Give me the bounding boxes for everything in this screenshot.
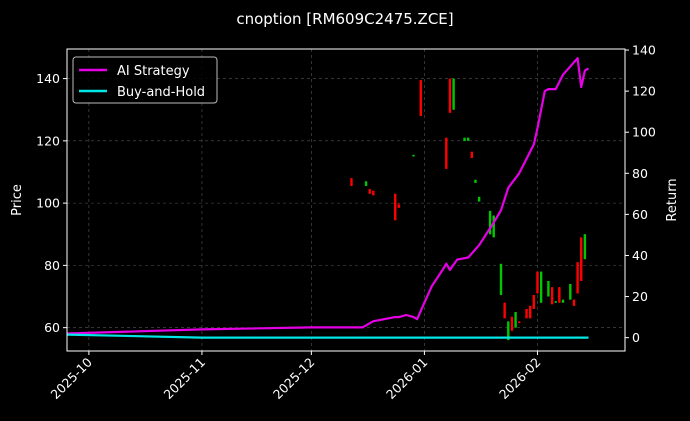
candle-body-6 <box>412 154 415 157</box>
y-right-tick-label-0: 0 <box>632 330 640 345</box>
candle-body-5 <box>397 204 401 208</box>
candle-body-7 <box>419 80 422 116</box>
chart-title: cnoption [RM609C2475.ZCE] <box>236 10 453 28</box>
legend-box <box>72 56 218 104</box>
x-tick-label-2: 2025-12 <box>270 355 318 403</box>
y-right-tick-label-7: 140 <box>632 43 656 58</box>
y-right-tick-label-3: 60 <box>632 207 648 222</box>
y-left-tick-label-3: 120 <box>36 133 60 148</box>
candle-body-19 <box>503 302 506 319</box>
candle-body-36 <box>576 262 579 294</box>
x-tick-label-0: 2025-10 <box>47 354 95 402</box>
candle-body-39 <box>583 234 587 260</box>
candle-body-13 <box>470 151 474 158</box>
candle-body-26 <box>532 294 536 309</box>
candle-body-9 <box>448 78 452 113</box>
ai-strategy-line <box>66 57 590 335</box>
candle-body-27 <box>536 271 539 294</box>
candle-body-35 <box>572 299 576 306</box>
candle-body-31 <box>554 301 557 303</box>
y-left-tick-label-2: 100 <box>36 196 60 211</box>
series-lines <box>66 57 590 339</box>
candles <box>350 78 587 341</box>
candle-body-11 <box>463 137 466 141</box>
candle-body-10 <box>452 78 455 110</box>
y-right-tick-label-2: 40 <box>632 248 648 263</box>
candle-body-24 <box>525 308 528 319</box>
y-right-tick-label-4: 80 <box>632 166 648 181</box>
y-right-tick-label-6: 120 <box>632 84 656 99</box>
y-left-tick-label-0: 60 <box>44 320 60 335</box>
candle-body-25 <box>528 305 532 319</box>
y-right-tick-label-5: 100 <box>632 125 656 140</box>
candle-body-16 <box>488 210 492 235</box>
candle-body-15 <box>477 196 481 202</box>
legend-label-ai-strategy: AI Strategy <box>117 64 190 79</box>
candle-body-28 <box>539 271 543 303</box>
candle-body-22 <box>514 312 517 328</box>
candle-body-1 <box>364 181 368 186</box>
candle-body-0 <box>350 178 353 186</box>
x-tick-label-1: 2025-11 <box>161 355 209 403</box>
legend: AI Strategy Buy-and-Hold <box>72 56 218 104</box>
candle-body-33 <box>561 299 565 303</box>
candle-body-14 <box>474 179 477 183</box>
candle-body-34 <box>569 284 572 300</box>
candle-body-18 <box>499 263 503 295</box>
candle-body-32 <box>558 287 561 303</box>
candle-body-38 <box>580 237 583 266</box>
candle-body-17 <box>492 215 495 238</box>
y-left-tick-label-4: 140 <box>36 71 60 86</box>
candle-body-8 <box>445 137 448 169</box>
legend-label-buy-and-hold: Buy-and-Hold <box>117 85 205 100</box>
candle-body-3 <box>372 190 375 196</box>
candle-body-21 <box>510 316 514 331</box>
candle-body-12 <box>466 137 470 141</box>
candle-body-20 <box>507 321 510 341</box>
y-right-tick-label-1: 20 <box>632 289 648 304</box>
plot-frame <box>66 48 626 352</box>
grid <box>67 49 625 351</box>
candle-body-2 <box>368 189 371 194</box>
candle-body-30 <box>550 287 554 305</box>
candle-body-4 <box>394 193 397 221</box>
y-axis-label-left: Price <box>10 184 25 216</box>
x-tick-label-3: 2026-01 <box>383 355 431 403</box>
y-left-tick-label-1: 80 <box>44 258 60 273</box>
x-tick-label-4: 2026-02 <box>496 355 544 403</box>
y-axis-label-right: Return <box>665 178 680 221</box>
candle-body-29 <box>547 280 550 297</box>
buy-and-hold-line <box>66 333 589 339</box>
candle-body-23 <box>518 321 521 323</box>
